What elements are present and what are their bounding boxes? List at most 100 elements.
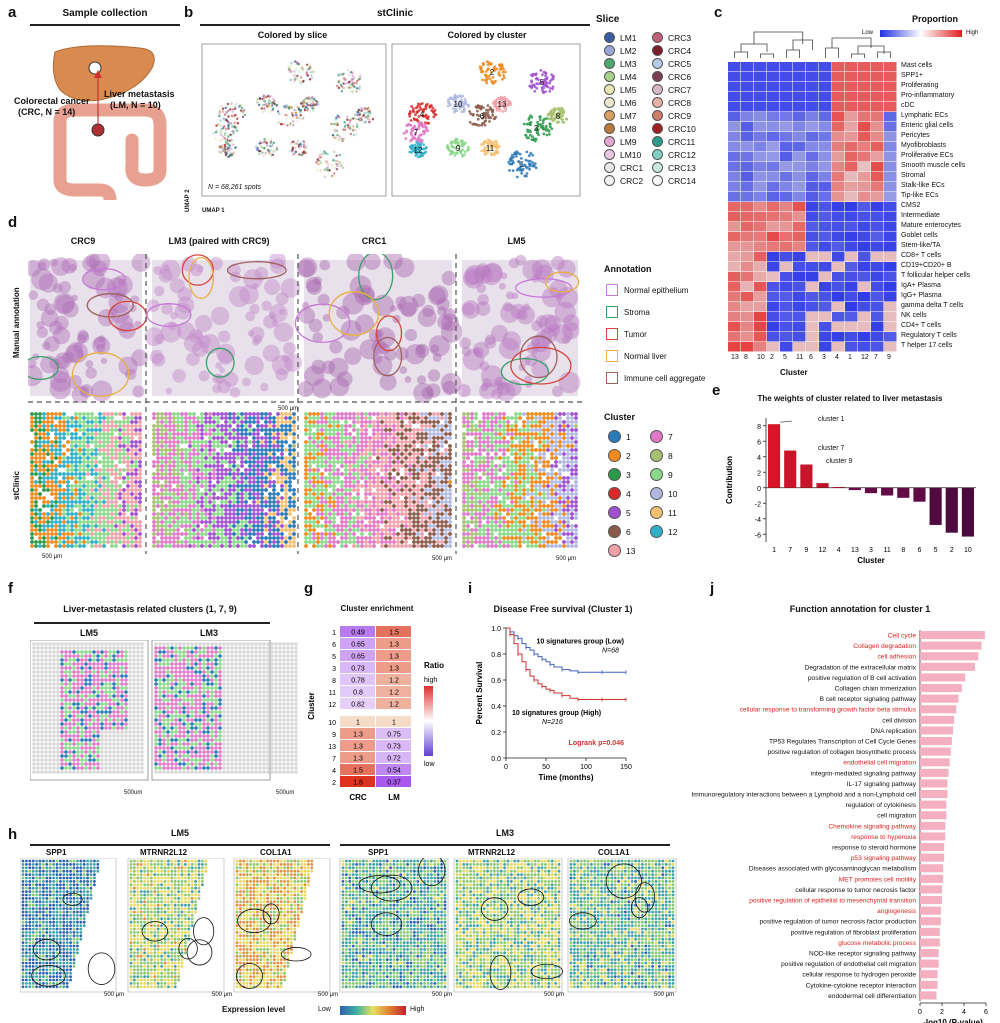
heatmap-cell [871,322,884,332]
spot [428,448,432,452]
heatmap-cell [741,172,754,182]
umap-cluster-point [418,137,422,141]
umap1-axis: UMAP 1 [202,208,225,214]
spot [360,416,364,420]
spot [106,432,110,436]
spot [172,452,176,456]
umap-slice-point [266,144,269,147]
spot [204,444,208,448]
spot [272,420,276,424]
spot [200,416,204,420]
spot [408,424,412,428]
spot [424,428,428,432]
umap-cluster-point [487,115,490,119]
spot [384,460,388,464]
spot [212,540,216,544]
spot [328,424,332,428]
heatmap-cell [728,312,741,322]
spot [176,544,180,548]
umap-slice-point [258,150,262,153]
he-tissue-blob [198,335,211,348]
heatmap-cell [832,72,845,82]
heatmap-row-label: Proliferating [901,82,939,89]
umap-slice-point [334,159,337,163]
umap-slice-point [227,125,230,128]
heatmap-cell [780,262,793,272]
heatmap-cell [754,342,767,352]
he-tissue-blob [368,329,382,342]
spot [66,456,70,460]
spot [152,496,156,500]
heatmap-cell [884,132,897,142]
spot [284,512,288,516]
spot [184,540,188,544]
spot [70,484,74,488]
spot [272,488,276,492]
umap-slice-point [292,116,296,120]
spot [38,480,42,484]
spot [280,472,284,476]
spot [208,464,212,468]
spot [316,412,320,416]
spot [82,428,86,432]
spot [98,424,102,428]
he-tissue-blob [190,263,203,277]
spot [252,416,256,420]
spot [122,436,126,440]
spot [352,456,356,460]
umap-slice-point [352,77,355,81]
spot [208,448,212,452]
umap-slice-point [346,118,349,121]
spot [420,456,424,460]
spot [248,492,252,496]
he-tissue-blob [154,285,165,297]
umap-slice-point [280,113,283,116]
umap-slice-point [351,74,354,77]
he-tissue-blob [263,314,277,329]
he-tissue-blob [417,308,437,327]
spot [356,420,360,424]
spot [400,420,404,424]
heatmap-cell [806,162,819,172]
spot [308,432,312,436]
spot [152,528,156,532]
umap-slice-point [222,147,225,150]
heatmap-cell [819,62,832,72]
heatmap-cell [819,272,832,282]
spot [122,512,126,516]
spot [284,484,288,488]
umap-cluster-point [449,140,453,144]
spot [34,464,38,468]
spot [260,480,264,484]
umap-slice-point [291,153,295,156]
spot [34,472,38,476]
spot [220,544,224,548]
umap-slice-point [349,127,352,131]
spot [356,452,360,456]
spot [188,448,192,452]
spot [50,464,54,468]
spot [66,540,70,544]
spot [336,412,340,416]
umap-cluster-point [501,110,504,113]
umap-slice-point [290,142,294,145]
spot [232,452,236,456]
spot [180,508,184,512]
spot [126,528,130,532]
umap-cluster-point [422,143,426,146]
proportion-high: High [966,30,979,36]
he-tissue-blob [261,300,272,311]
spot [152,524,156,528]
he-tissue-blob [495,379,504,388]
umap-slice-point [365,111,368,114]
spot [192,532,196,536]
umap-slice-point [261,140,264,143]
spot [78,512,82,516]
spot [82,544,86,548]
umap-cluster-point [417,150,421,153]
spot [268,524,272,528]
umap-cluster-point [419,133,423,137]
spot [332,460,336,464]
spot [86,444,90,448]
spot [252,476,256,480]
